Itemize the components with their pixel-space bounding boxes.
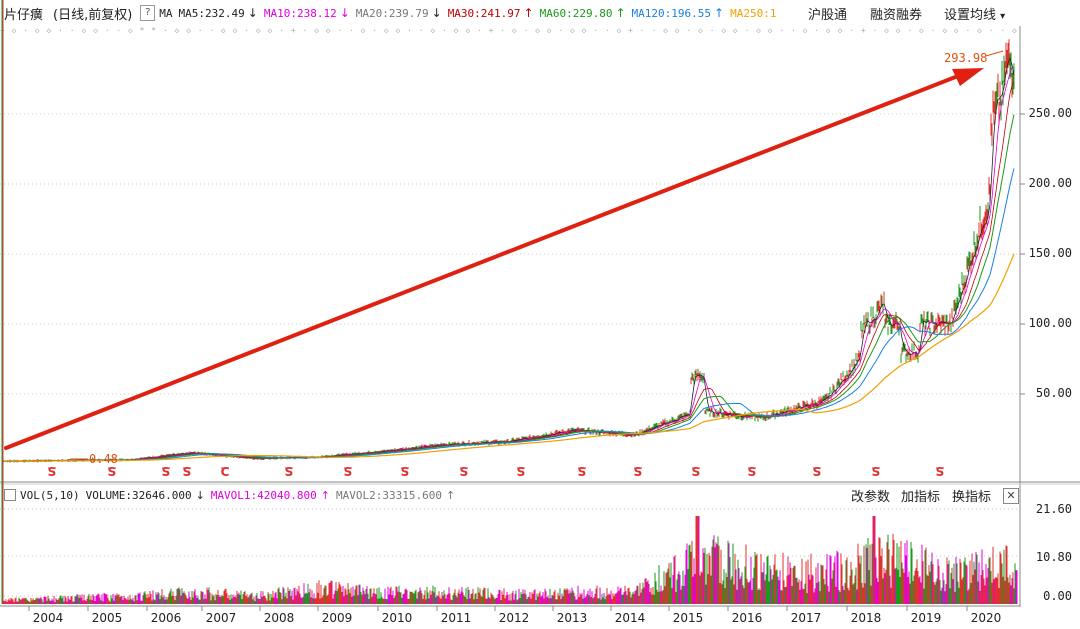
time-axis-label: 2013 (556, 611, 588, 625)
price-axis-label: 250.00 (1028, 106, 1072, 120)
stock-name[interactable]: 片仔癀 (4, 7, 44, 23)
price-axis-label: 50.00 (1035, 386, 1072, 400)
settings-ma-label: 设置均线 (944, 8, 997, 23)
time-axis-label: 2019 (910, 611, 942, 625)
arrow-up-icon: ↑ (523, 6, 534, 20)
time-axis-label: 2012 (498, 611, 530, 625)
signal-mark: C (221, 465, 230, 479)
price-axis-label: 150.00 (1028, 246, 1072, 260)
signal-mark: S (872, 465, 881, 479)
price-axis-label: 100.00 (1028, 316, 1072, 330)
volume-value: VOLUME:32646.000 (85, 488, 192, 502)
hugutong-button[interactable]: 沪股通 (808, 8, 848, 23)
margin-trading-button[interactable]: 融资融券 (870, 8, 923, 23)
signal-mark: S (108, 465, 117, 479)
volume-header: VOL(5,10) VOLUME:32646.000 ↓ MAVOL1:4204… (0, 484, 1080, 506)
signal-mark: S (401, 465, 410, 479)
trend-arrow-head (952, 68, 984, 86)
volume-axis-label: 10.80 (1035, 550, 1072, 564)
time-axis-label: 2017 (790, 611, 822, 625)
ma-value-list: MA5:232.49 ↓ MA10:238.12 ↓ MA20:239.79 ↓ MA30:… (179, 6, 780, 20)
signal-mark: S (578, 465, 587, 479)
ma5-line (4, 57, 1015, 462)
signal-mark: S (162, 465, 171, 479)
time-axis-label: 2008 (263, 611, 295, 625)
ma250-line (4, 253, 1015, 462)
arrow-up-icon: ↑ (615, 6, 626, 20)
signal-mark: S (344, 465, 353, 479)
ma30-line (4, 81, 1015, 462)
volume-axis-label: 21.60 (1035, 502, 1072, 516)
ma120-line (4, 168, 1015, 462)
signal-mark: S (748, 465, 757, 479)
ma10-line (4, 67, 1015, 462)
time-axis-label: 2011 (440, 611, 472, 625)
arrow-down-icon: ↓ (247, 6, 258, 20)
vol-label: VOL(5,10) (20, 488, 80, 502)
signal-mark: S (692, 465, 701, 479)
edit-params-button[interactable]: 改参数 (851, 490, 891, 505)
signal-mark: S (460, 465, 469, 479)
volume-axis-label: 0.00 (1043, 589, 1072, 603)
chevron-down-icon: ▾ (1000, 11, 1006, 22)
high-pointer (985, 50, 1004, 57)
time-axis-label: 2010 (381, 611, 413, 625)
price-axis-label: 200.00 (1028, 176, 1072, 190)
ma-value: MA120:196.55 (631, 7, 712, 20)
help-icon[interactable]: ? (140, 5, 156, 21)
time-axis-label: 2020 (970, 611, 1002, 625)
ma-value: MA30:241.97 (447, 7, 521, 20)
time-axis-label: 2004 (32, 611, 64, 625)
mavol2-value: MAVOL2:33315.600 (335, 488, 442, 502)
switch-indicator-button[interactable]: 换指标 (952, 490, 992, 505)
signal-mark: S (634, 465, 643, 479)
event-marker-strip: + ◇ · ◇ ◇ · · ◇ ◇ · · ◇ * * · ◇ ◇ · · ◇ … (0, 26, 1020, 35)
time-axis-label: 2014 (614, 611, 646, 625)
arrow-down-icon: ↓ (431, 6, 442, 20)
period-label[interactable]: (日线,前复权) (53, 7, 133, 23)
close-icon[interactable]: ✕ (1003, 488, 1019, 504)
ma60-line (4, 114, 1015, 462)
signal-mark: S (48, 465, 57, 479)
mavol1-value: MAVOL1:42040.800 (210, 488, 317, 502)
ma-value: MA20:239.79 (355, 7, 429, 20)
ma-value: MA10:238.12 (263, 7, 337, 20)
time-axis-label: 2015 (672, 611, 704, 625)
ma-value: MA5:232.49 (178, 7, 245, 20)
indicator-header: 片仔癀 (日线,前复权) ? MA MA5:232.49 ↓ MA10:238.12… (0, 0, 1080, 26)
signal-mark: S (183, 465, 192, 479)
time-axis-label: 2007 (205, 611, 237, 625)
add-indicator-button[interactable]: 加指标 (901, 490, 941, 505)
ma-value: MA60:229.80 (539, 7, 613, 20)
time-axis: 2004 2005 2006 2007 2008 2009 2010 2011 2012 2013… (0, 607, 1020, 629)
low-price-label: 0.48 (89, 452, 118, 466)
arrow-down-icon: ↓ (195, 488, 205, 502)
ma-label: MA (159, 6, 173, 20)
time-axis-label: 2009 (321, 611, 353, 625)
signal-mark: S (813, 465, 822, 479)
arrow-down-icon: ↓ (339, 6, 350, 20)
arrow-up-icon: ↑ (320, 488, 330, 502)
time-axis-label: 2016 (731, 611, 763, 625)
trend-arrow-line (4, 74, 960, 450)
time-axis-label: 2018 (850, 611, 882, 625)
arrow-up-icon: ↑ (714, 6, 725, 20)
signal-mark: S (285, 465, 294, 479)
arrow-up-icon: ↑ (445, 488, 456, 502)
settings-ma-button[interactable]: 设置均线 ▾ (944, 4, 1005, 23)
collapse-icon[interactable] (4, 489, 16, 501)
signal-mark: S (517, 465, 526, 479)
high-price-label: 293.98 (944, 51, 987, 65)
time-axis-label: 2005 (91, 611, 123, 625)
time-axis-label: 2006 (150, 611, 182, 625)
ma-value: MA250:1 (730, 7, 777, 20)
signal-mark: S (936, 465, 945, 479)
